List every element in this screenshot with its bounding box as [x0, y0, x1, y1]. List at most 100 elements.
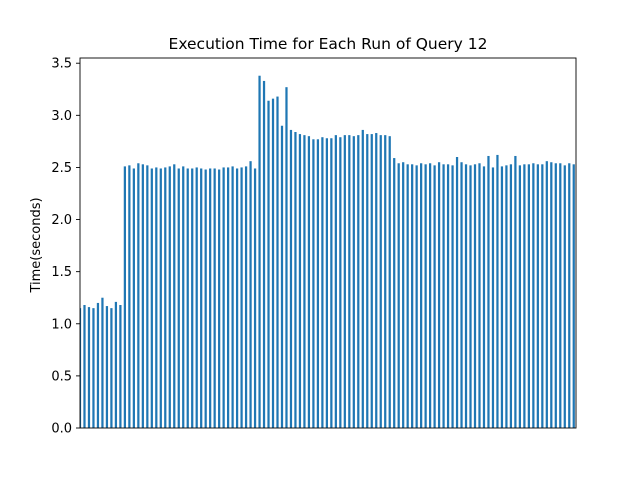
bar	[370, 134, 373, 428]
bar	[87, 307, 91, 428]
bar	[132, 168, 135, 429]
bar	[572, 164, 575, 428]
bar	[191, 168, 194, 429]
bar	[105, 306, 109, 428]
bar	[397, 163, 400, 428]
bar	[509, 164, 513, 428]
bar	[258, 75, 261, 428]
bar	[298, 134, 302, 428]
bar	[541, 164, 544, 428]
bar	[388, 136, 391, 429]
bar	[460, 162, 463, 429]
bar	[348, 135, 351, 428]
bar	[455, 157, 459, 428]
bar	[249, 161, 252, 428]
bar	[532, 163, 535, 428]
bar	[429, 163, 432, 428]
bar	[415, 165, 418, 428]
bar	[262, 80, 266, 429]
bar	[307, 136, 311, 429]
plot-frame	[79, 57, 577, 429]
bar	[325, 138, 328, 428]
bar	[361, 129, 364, 429]
y-tick-label: 3.0	[51, 109, 72, 124]
bar	[80, 308, 82, 428]
bar	[285, 87, 288, 429]
bar	[446, 164, 450, 428]
bar	[177, 168, 180, 429]
bar	[330, 138, 333, 428]
y-tick-label: 1.5	[51, 265, 72, 280]
bar	[366, 134, 369, 428]
bar	[159, 168, 162, 429]
bar	[110, 308, 113, 428]
bar	[186, 168, 189, 429]
bar	[420, 163, 423, 428]
bar	[227, 167, 230, 428]
bar	[244, 166, 248, 428]
bar	[563, 165, 566, 428]
bar	[267, 100, 270, 428]
bar	[213, 168, 216, 429]
bar	[339, 137, 342, 428]
bar	[96, 302, 100, 428]
bar	[464, 164, 468, 428]
bar	[527, 164, 530, 428]
bar	[312, 139, 315, 429]
bar	[433, 165, 436, 428]
bar	[424, 164, 427, 428]
y-tick-label: 3.5	[51, 57, 72, 72]
bar	[294, 132, 297, 428]
bar	[402, 162, 405, 429]
bar	[406, 164, 409, 428]
bar	[141, 164, 144, 428]
bar	[554, 163, 557, 428]
bar	[343, 135, 346, 428]
y-axis: 0.0 0.5 1.0 1.5 2.0 2.5 3.0 3.5	[51, 57, 80, 437]
bar	[119, 305, 122, 428]
bar	[303, 135, 306, 428]
bar	[123, 166, 126, 428]
bar	[559, 163, 562, 428]
bar	[545, 161, 548, 428]
bar	[92, 308, 95, 428]
bar	[200, 168, 203, 429]
bar	[195, 167, 198, 428]
bar	[491, 167, 495, 428]
bar	[500, 166, 504, 428]
bar	[218, 169, 221, 428]
bar	[231, 166, 234, 428]
bar	[235, 168, 239, 429]
bar	[209, 168, 212, 429]
bar	[155, 167, 158, 428]
bar	[114, 301, 118, 428]
bar	[182, 166, 185, 428]
bar	[437, 162, 441, 429]
bar	[150, 168, 153, 429]
bar	[240, 167, 243, 428]
bar	[393, 158, 396, 428]
bar	[411, 164, 414, 428]
y-tick-label: 0.0	[51, 422, 72, 437]
bar	[222, 167, 225, 428]
bar	[523, 164, 526, 428]
bar	[271, 98, 275, 429]
y-tick-label: 2.0	[51, 213, 72, 228]
bar	[280, 125, 284, 428]
bar	[514, 155, 517, 428]
bar	[146, 165, 149, 428]
y-tick-label: 1.0	[51, 317, 72, 332]
bar	[482, 166, 486, 428]
bar	[379, 135, 382, 428]
y-tick-label: 2.5	[51, 161, 72, 176]
bar	[357, 135, 360, 428]
bar	[384, 135, 387, 428]
bar	[164, 167, 167, 428]
bar	[469, 165, 472, 428]
bar	[473, 164, 477, 428]
bar	[442, 164, 445, 428]
bar	[321, 137, 324, 428]
bar	[352, 136, 355, 429]
chart-title: Execution Time for Each Run of Query 12	[169, 35, 488, 53]
